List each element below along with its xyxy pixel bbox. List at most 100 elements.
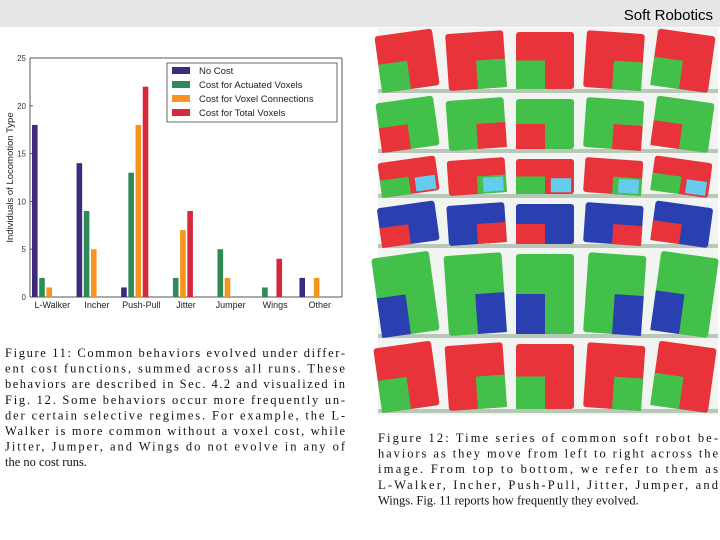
ground	[378, 244, 718, 248]
robot-part	[476, 122, 507, 150]
x-tick-label: L-Walker	[34, 300, 70, 310]
legend-label: Cost for Voxel Connections	[199, 94, 314, 105]
robot-part	[516, 376, 545, 409]
bar	[262, 287, 268, 297]
robot	[445, 30, 507, 91]
caption-line: Wings. Fig. 11 reports how frequently th…	[378, 493, 639, 507]
bar	[187, 210, 193, 297]
chart: 0 5 10 15 20 25 Individuals of Locomotion Type…	[5, 54, 343, 310]
y-tick-label: 0	[22, 293, 27, 302]
robot	[446, 202, 507, 246]
robot	[516, 204, 574, 244]
robot-part	[414, 174, 437, 192]
robot	[583, 157, 644, 197]
robot-part	[516, 60, 545, 89]
robot	[516, 32, 574, 89]
robot	[373, 340, 440, 414]
robot-part	[379, 224, 411, 249]
robot	[377, 200, 440, 249]
robot-part	[612, 224, 643, 247]
ground	[378, 194, 718, 198]
header-bar	[0, 0, 720, 27]
robot-part	[650, 120, 683, 149]
x-tick-label: Wings	[263, 300, 289, 310]
y-tick-label: 10	[17, 197, 26, 206]
caption-line: the no cost runs.	[5, 455, 87, 469]
robot-part	[476, 222, 507, 245]
robot	[650, 28, 716, 93]
robot	[516, 344, 574, 409]
caption-line: behaviors are described in Sec. 4.2 and …	[5, 377, 346, 391]
robot-part	[378, 60, 411, 94]
robot-part	[482, 176, 504, 192]
robot	[650, 251, 719, 338]
legend-label: No Cost	[199, 66, 234, 77]
caption-line: Figure 11: Common behaviors evolved unde…	[5, 346, 345, 360]
bar	[180, 230, 186, 297]
caption-line: der certain selective regimes. For examp…	[5, 408, 345, 422]
caption-line: image. From top to bottom, we refer to t…	[378, 462, 718, 476]
robot	[583, 252, 647, 337]
robot-part	[475, 374, 507, 409]
legend-label: Cost for Actuated Voxels	[199, 80, 303, 91]
robot-part	[516, 224, 545, 244]
bar	[76, 163, 83, 297]
robot-image	[371, 28, 719, 415]
robot-part	[650, 290, 685, 334]
legend-swatch	[172, 95, 190, 102]
ground	[378, 89, 718, 93]
robot	[583, 30, 645, 92]
robot	[516, 99, 574, 149]
robot	[650, 340, 717, 413]
robot	[371, 251, 440, 339]
y-tick-label: 25	[17, 54, 26, 63]
robot	[583, 97, 645, 152]
bar	[39, 277, 45, 297]
robot-part	[516, 124, 545, 149]
robot	[377, 155, 440, 199]
robot	[650, 95, 715, 153]
robot-part	[550, 178, 572, 193]
bar	[313, 277, 320, 297]
robot	[650, 155, 713, 198]
bar	[46, 287, 52, 297]
robot	[650, 200, 713, 248]
bar	[142, 86, 149, 298]
bar	[172, 277, 179, 297]
robot	[583, 342, 646, 412]
bar	[217, 249, 224, 297]
caption-line: haviors as they move from left to right …	[378, 447, 718, 461]
caption-line: ent cost functions, summed across all ru…	[5, 362, 345, 376]
legend-box	[166, 62, 338, 123]
bar	[83, 210, 90, 297]
robot-part	[617, 178, 640, 195]
robot	[516, 159, 574, 194]
y-tick-label: 15	[17, 150, 26, 159]
robot-part	[377, 376, 411, 414]
x-tick-label: Push-Pull	[122, 300, 161, 310]
robot	[374, 28, 440, 94]
robot	[375, 95, 440, 154]
robot-part	[476, 58, 507, 89]
robot	[445, 97, 507, 151]
robot-part	[516, 294, 545, 334]
caption-line: Figure 12: Time series of common soft ro…	[378, 431, 718, 445]
robot-part	[612, 376, 644, 412]
bar	[32, 124, 38, 297]
bar	[90, 249, 97, 297]
robot	[516, 254, 574, 334]
robot-part	[650, 172, 682, 194]
robot	[444, 342, 507, 411]
robot-part	[475, 292, 507, 335]
caption-line: Jitter, Jumper, and Wings do not evolve …	[5, 440, 346, 454]
ground	[378, 149, 718, 153]
legend-swatch	[172, 109, 190, 116]
caption-line: L-Walker, Incher, Push-Pull, Jitter, Jum…	[378, 478, 719, 492]
robot-part	[650, 220, 682, 245]
y-tick-label: 20	[17, 102, 26, 111]
robot-part	[650, 56, 683, 89]
caption-line: Walker is more common without a voxel co…	[5, 424, 345, 438]
robot	[443, 252, 507, 336]
